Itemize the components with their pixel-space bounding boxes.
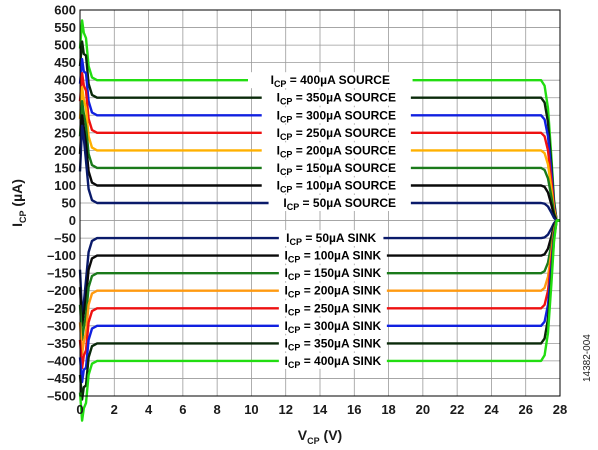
curve-label: ICP = 300µA SINK xyxy=(285,319,382,335)
y-tick-label: –400 xyxy=(47,353,76,368)
y-tick-label: 0 xyxy=(69,213,76,228)
curve-label: ICP = 350µA SOURCE xyxy=(277,91,396,107)
y-tick-label: –150 xyxy=(47,266,76,281)
curve-label-bg xyxy=(261,177,411,194)
curve-label: ICP = 50µA SINK xyxy=(286,231,376,247)
plot-frame xyxy=(79,9,561,397)
x-tick-label: 6 xyxy=(179,402,186,417)
y-tick-label: –450 xyxy=(47,371,76,386)
y-tick-label: –50 xyxy=(54,231,76,246)
x-tick-label: 16 xyxy=(347,402,361,417)
curve-label: ICP = 50µA SOURCE xyxy=(283,196,396,212)
y-tick-label: 550 xyxy=(54,20,76,35)
x-tick-labels: 0 2 4 6 8 10 12 14 16 18 20 22 24 26 28 xyxy=(76,402,567,417)
curve-label-bg xyxy=(248,72,413,89)
curve-label-bg xyxy=(278,352,387,369)
y-tick-label: –200 xyxy=(47,283,76,298)
y-tick-label: –350 xyxy=(47,336,76,351)
curve-label-bg xyxy=(278,247,387,264)
y-tick-label: –300 xyxy=(47,318,76,333)
x-tick-label: 26 xyxy=(518,402,532,417)
curve-label-bg xyxy=(261,159,411,176)
curve-label-bg xyxy=(278,282,387,299)
curve-label-bg xyxy=(278,265,387,282)
y-tick-label: 450 xyxy=(54,55,76,70)
curve-label: ICP = 200µA SOURCE xyxy=(277,143,396,159)
x-tick-label: 12 xyxy=(278,402,292,417)
curve-label: ICP = 150µA SOURCE xyxy=(277,161,396,177)
y-tick-label: 600 xyxy=(54,3,76,18)
y-tick-label: 150 xyxy=(54,160,76,175)
y-tick-label: 200 xyxy=(54,143,76,158)
y-tick-label: 250 xyxy=(54,125,76,140)
x-tick-label: 8 xyxy=(214,402,221,417)
curve-label: ICP = 100µA SOURCE xyxy=(277,178,396,194)
curve-label-bg xyxy=(278,300,387,317)
curve-label: ICP = 100µA SINK xyxy=(285,249,382,265)
x-tick-label: 28 xyxy=(553,402,567,417)
curve-label: ICP = 300µA SOURCE xyxy=(277,108,396,124)
y-tick-label: 400 xyxy=(54,73,76,88)
curve-label: ICP = 250µA SINK xyxy=(285,301,382,317)
x-tick-label: 10 xyxy=(244,402,258,417)
y-tick-labels: 600550500450400350300250200150100500–50–… xyxy=(47,3,76,404)
curve-label: ICP = 350µA SINK xyxy=(285,336,382,352)
curve-label-bg xyxy=(261,107,411,124)
curve-label-bg xyxy=(261,89,411,106)
curve-label: ICP = 400µA SINK xyxy=(285,354,382,370)
curve-label: ICP = 150µA SINK xyxy=(285,266,382,282)
x-tick-label: 0 xyxy=(76,402,83,417)
y-tick-label: 100 xyxy=(54,178,76,193)
curve-label-bg xyxy=(278,230,384,247)
curve-label: ICP = 250µA SOURCE xyxy=(277,126,396,142)
x-tick-label: 20 xyxy=(416,402,430,417)
x-tick-label: 2 xyxy=(111,402,118,417)
figure-id: 14382-004 xyxy=(582,334,593,382)
curve-label-bg xyxy=(261,124,411,141)
y-tick-label: –250 xyxy=(47,301,76,316)
x-tick-label: 24 xyxy=(484,402,499,417)
y-tick-label: 50 xyxy=(62,196,76,211)
y-tick-label: 350 xyxy=(54,90,76,105)
y-axis-title: ICP (µA) xyxy=(9,179,28,227)
curve-label-bg xyxy=(278,317,387,334)
x-tick-label: 22 xyxy=(450,402,464,417)
x-tick-label: 4 xyxy=(145,402,153,417)
y-tick-label: 500 xyxy=(54,38,76,53)
x-axis-title: VCP (V) xyxy=(298,427,342,446)
curve-label: ICP = 400µA SOURCE xyxy=(271,73,390,89)
x-tick-label: 18 xyxy=(381,402,395,417)
curve-label-bg xyxy=(268,195,411,211)
curve-label: ICP = 200µA SINK xyxy=(285,284,382,300)
x-tick-label: 14 xyxy=(313,402,328,417)
y-tick-label: –500 xyxy=(47,389,76,404)
curve-label-bg xyxy=(278,335,387,352)
y-tick-label: –100 xyxy=(47,248,76,263)
y-tick-label: 300 xyxy=(54,108,76,123)
curve-label-bg xyxy=(261,142,411,159)
